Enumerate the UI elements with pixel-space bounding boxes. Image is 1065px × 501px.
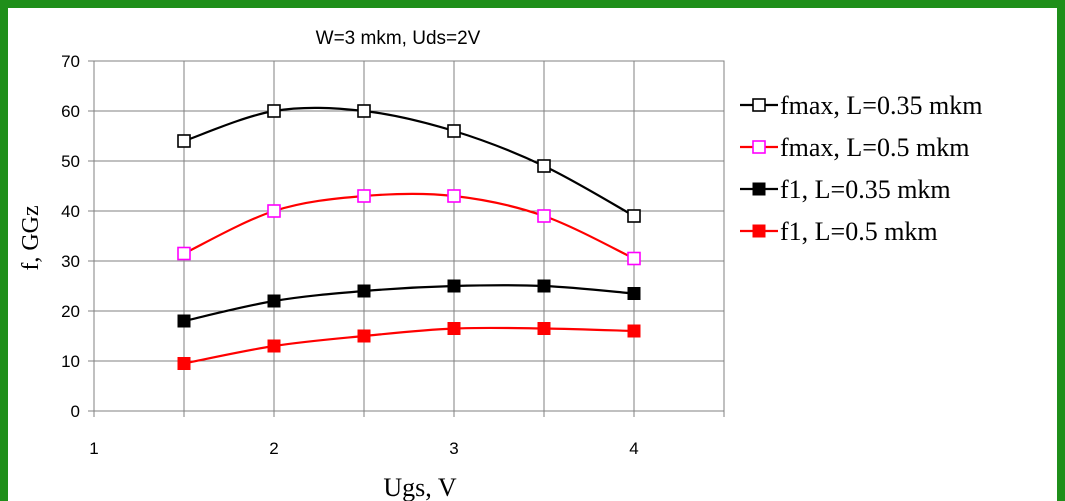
data-point [447,322,461,335]
legend-item: fmax, L=0.5 mkm [740,133,969,162]
data-point [267,204,281,218]
legend-marker [752,224,766,238]
data-point [177,357,191,370]
data-point [627,209,641,223]
data-point [537,159,551,173]
y-tick-label: 30 [61,252,80,271]
data-point [357,329,371,343]
data-point [177,314,191,328]
data-point [357,104,371,118]
y-tick-label: 10 [61,352,80,371]
y-tick-label: 60 [61,102,80,121]
y-axis-label: f, GGz [18,205,44,270]
y-axis: 0 10 20 30 40 50 60 70 [61,52,94,421]
series-line [183,284,635,323]
data-point [627,324,641,338]
data-point [537,279,551,293]
y-tick-label: 20 [61,302,80,321]
legend-label: f1, L=0.5 mkm [780,217,938,246]
legend-item: fmax, L=0.35 mkm [740,91,982,120]
x-tick-label: 3 [449,439,458,458]
grid [94,60,724,412]
legend-marker [752,140,766,154]
legend-marker [752,182,766,196]
y-tick-label: 70 [61,52,80,71]
series-1 [177,104,641,223]
legend-label: fmax, L=0.5 mkm [780,133,969,162]
data-point [267,339,281,353]
legend-label: fmax, L=0.35 mkm [780,91,982,120]
x-tick-label: 4 [629,439,638,458]
series-4 [177,322,641,370]
series-layer [177,104,641,370]
x-tick-label: 2 [269,439,278,458]
series-line [183,106,635,217]
data-point [357,284,371,298]
chart-panel: W=3 mkm, Uds=2V 0 10 20 30 40 50 60 70 1 2 3 4 f, … [8,8,1057,501]
series-3 [177,279,641,328]
x-tick-label: 1 [89,439,98,458]
data-point [627,287,641,300]
data-point [177,134,191,148]
data-point [267,294,281,308]
data-point [627,251,641,266]
series-line [183,192,635,260]
series-line [183,326,635,365]
series-2 [177,189,641,266]
data-point [447,279,461,293]
data-point [357,189,371,203]
y-tick-label: 50 [61,152,80,171]
x-axis-label: Ugs, V [383,473,456,501]
x-axis: 1 2 3 4 [89,411,725,458]
legend: fmax, L=0.35 mkm fmax, L=0.5 mkm f1, L=0.3… [740,91,982,246]
data-point [447,124,461,138]
line-chart: W=3 mkm, Uds=2V 0 10 20 30 40 50 60 70 1 2 3 4 f, … [18,28,982,501]
legend-item: f1, L=0.5 mkm [740,217,938,246]
y-tick-label: 40 [61,202,80,221]
data-point [537,322,551,335]
legend-label: f1, L=0.35 mkm [780,175,951,204]
y-tick-label: 0 [71,402,80,421]
data-point [177,246,191,261]
data-point [537,209,551,223]
plot-area [93,60,725,412]
legend-item: f1, L=0.35 mkm [740,175,951,204]
data-point [267,104,281,118]
data-point [447,189,461,203]
legend-marker [752,98,766,112]
chart-title: W=3 mkm, Uds=2V [316,28,481,49]
